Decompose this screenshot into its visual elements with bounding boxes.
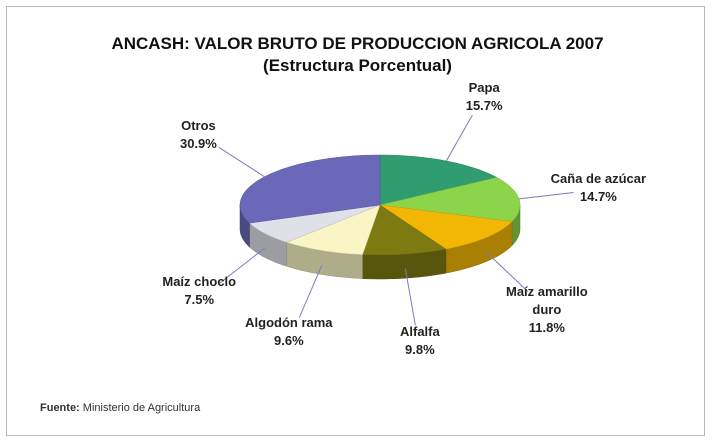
chart-frame (6, 6, 705, 436)
slice (379, 204, 513, 250)
slice-value: 30.9% (179, 136, 217, 152)
slice-category: Caña de azúcar (550, 171, 647, 187)
slice-category: Papa (468, 80, 500, 96)
leader-line (404, 268, 416, 326)
leader-line (485, 251, 529, 292)
source: Fuente: Ministerio de Agricultura (40, 402, 200, 414)
slice-category: Maíz choclo (162, 274, 237, 290)
slice (286, 204, 381, 255)
slice-label: Caña de azúcar 14.7% (543, 170, 653, 206)
slice (248, 204, 381, 243)
slice-label: Maíz amarillo duro 11.8% (492, 283, 602, 337)
chart-subtitle: (Estructura Porcentual) (263, 56, 452, 75)
slice-value: 14.7% (579, 189, 617, 205)
slice-value: 9.8% (405, 342, 435, 357)
leader-line (298, 264, 323, 319)
slice-category: Algodón rama (245, 315, 333, 331)
slice-label: Alfalfa 9.8% (365, 323, 475, 359)
slice-category: Maíz amarillo duro (506, 284, 588, 318)
slice (379, 154, 498, 206)
leader-line (518, 192, 574, 200)
slice-value: 11.8% (528, 320, 565, 336)
slice-value: 15.7% (465, 98, 503, 114)
source-label: Fuente: (40, 402, 80, 414)
leader-line (445, 114, 473, 162)
slice-value: 9.6% (274, 333, 304, 349)
slice-category: Otros (181, 118, 216, 134)
source-text: Ministerio de Agricultura (82, 402, 201, 414)
chart-title: ANCASH: VALOR BRUTO DE PRODUCCION AGRICO… (111, 34, 604, 53)
slice-category: Alfalfa (399, 324, 440, 339)
slice-label: Algodón rama 9.6% (234, 314, 344, 350)
slice (239, 154, 381, 224)
leader-line (218, 146, 265, 178)
slice-value: 7.5% (184, 292, 215, 308)
slice-label: Otros 30.9% (143, 117, 253, 153)
leader-line (219, 247, 266, 284)
slice (362, 204, 447, 256)
slice-label: Maíz choclo 7.5% (144, 273, 254, 309)
slice-label: Papa 15.7% (429, 79, 539, 115)
